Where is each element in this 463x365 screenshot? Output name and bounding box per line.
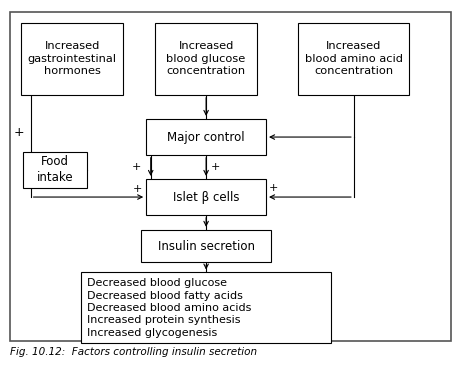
Text: Increased
blood glucose
concentration: Increased blood glucose concentration <box>167 42 246 76</box>
Text: Decreased blood glucose
Decreased blood fatty acids
Decreased blood amino acids
: Decreased blood glucose Decreased blood … <box>87 278 251 338</box>
Bar <box>146 179 266 215</box>
Bar <box>155 23 257 95</box>
Bar <box>142 230 271 262</box>
Bar <box>299 23 409 95</box>
Text: +: + <box>133 184 143 194</box>
Text: +: + <box>211 162 220 172</box>
Text: Islet β cells: Islet β cells <box>173 191 239 204</box>
Text: +: + <box>14 126 25 139</box>
Text: +: + <box>132 162 142 172</box>
Text: Food
intake: Food intake <box>37 155 74 184</box>
Bar <box>23 151 88 188</box>
Text: Increased
gastrointestinal
hormones: Increased gastrointestinal hormones <box>28 42 117 76</box>
Text: Fig. 10.12:  Factors controlling insulin secretion: Fig. 10.12: Factors controlling insulin … <box>10 347 257 357</box>
Text: Insulin secretion: Insulin secretion <box>157 240 255 253</box>
Bar <box>81 273 331 343</box>
Text: +: + <box>269 183 278 193</box>
Bar <box>21 23 123 95</box>
Text: Major control: Major control <box>167 131 245 143</box>
Bar <box>146 119 266 155</box>
Text: Increased
blood amino acid
concentration: Increased blood amino acid concentration <box>305 42 403 76</box>
